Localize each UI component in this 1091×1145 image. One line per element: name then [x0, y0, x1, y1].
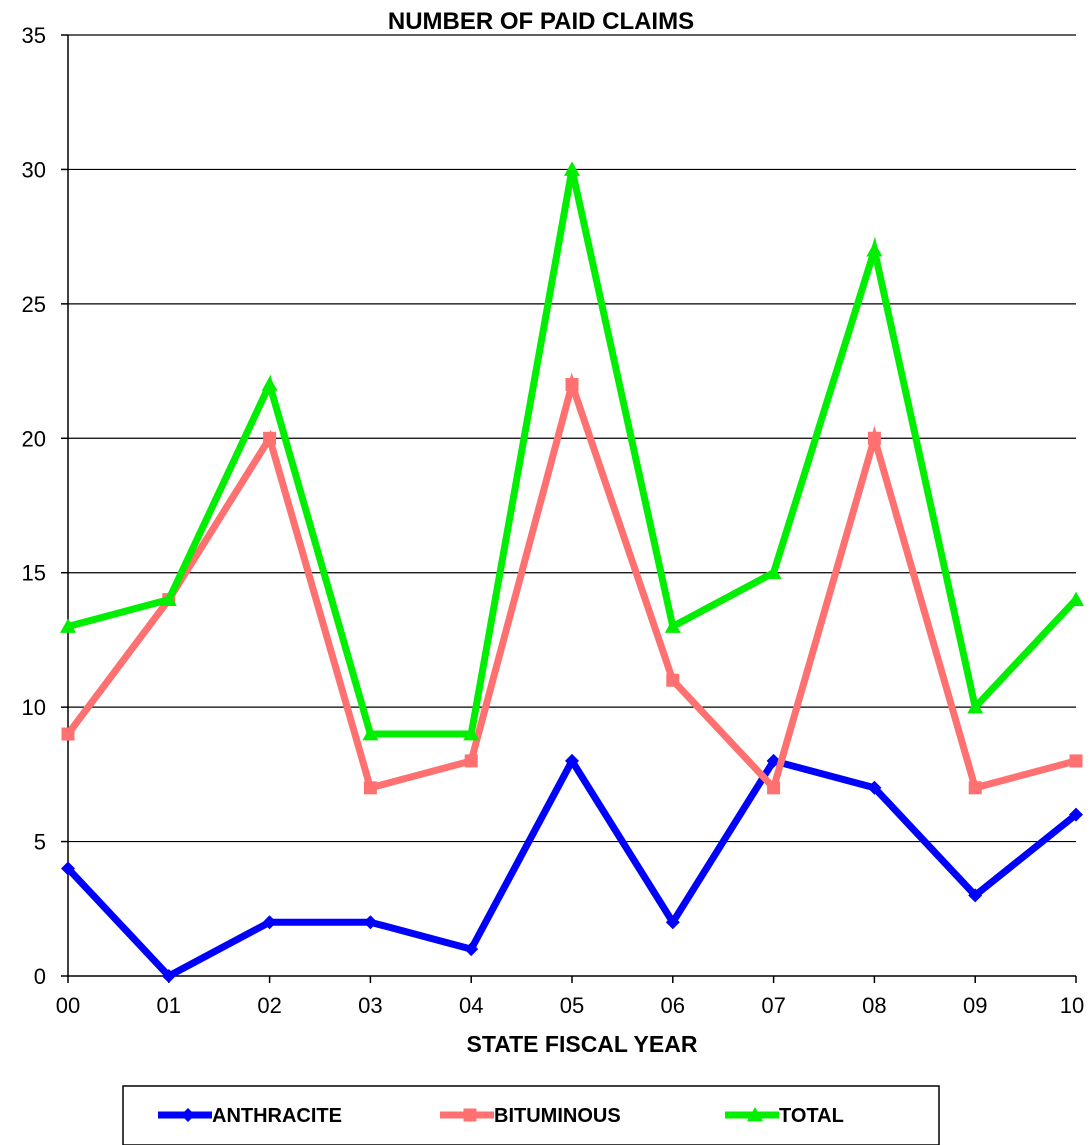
data-point [464, 754, 478, 768]
data-point [362, 726, 379, 741]
data-point [463, 726, 480, 741]
data-point [565, 378, 579, 392]
data-point [1069, 754, 1083, 768]
y-tick-label: 25 [22, 292, 46, 317]
y-tick-label: 15 [22, 561, 46, 586]
data-point [564, 161, 580, 176]
data-point [867, 431, 881, 445]
x-tick-label: 10 [1060, 993, 1084, 1018]
legend-item-bituminous: BITUMINOUS [440, 1105, 621, 1127]
data-point [565, 753, 579, 768]
series-line [65, 372, 1077, 795]
series-lines [60, 161, 1084, 983]
axes [61, 34, 1077, 983]
x-tick-label: 01 [157, 993, 181, 1018]
legend-label: ANTHRACITE [212, 1105, 342, 1127]
series-bituminous [61, 372, 1083, 795]
x-axis-label: STATE FISCAL YEAR [467, 1031, 698, 1057]
series-line [67, 168, 1079, 738]
legend-marker [463, 1108, 477, 1122]
x-tick-label: 02 [257, 993, 281, 1018]
data-point [60, 618, 76, 633]
legend-marker [747, 1107, 763, 1122]
data-point [61, 861, 75, 876]
x-tick-label: 09 [963, 993, 987, 1018]
legend-marker [181, 1108, 195, 1122]
series-total [60, 161, 1084, 741]
legend-item-total: TOTAL [725, 1105, 844, 1127]
data-point [967, 699, 984, 714]
x-tick-label: 08 [862, 993, 886, 1018]
data-point [363, 915, 378, 930]
data-point [866, 242, 883, 257]
x-tick-label: 07 [761, 993, 785, 1018]
y-axis-tick-labels: 0 5 10 15 20 25 30 35 [22, 23, 46, 989]
legend-box [122, 1085, 940, 1145]
data-point [664, 618, 681, 633]
legend-item-anthracite: ANTHRACITE [158, 1105, 342, 1127]
gridlines [68, 34, 1076, 843]
data-point [161, 969, 176, 983]
data-point [666, 673, 680, 687]
data-point [1069, 807, 1083, 822]
x-tick-label: 05 [560, 993, 584, 1018]
legend-label: TOTAL [779, 1105, 844, 1127]
data-point [160, 591, 177, 606]
data-point [968, 888, 983, 903]
series-anthracite [61, 753, 1083, 983]
data-point [261, 376, 278, 391]
legend-label: BITUMINOUS [494, 1105, 621, 1127]
x-tick-label: 04 [459, 993, 483, 1018]
data-point [262, 915, 277, 930]
data-point [767, 781, 781, 795]
data-point [867, 780, 882, 795]
data-point [263, 431, 277, 445]
data-point [363, 781, 377, 795]
y-tick-label: 30 [22, 157, 46, 182]
y-tick-label: 35 [22, 23, 46, 48]
data-point [61, 727, 75, 741]
x-tick-label: 00 [56, 993, 80, 1018]
data-point [1068, 591, 1084, 606]
data-point [765, 564, 782, 580]
data-point [968, 781, 982, 795]
y-tick-label: 5 [34, 830, 46, 855]
y-tick-label: 10 [22, 695, 46, 720]
legend: ANTHRACITE BITUMINOUS TOTAL [122, 1085, 940, 1145]
data-point [665, 915, 680, 930]
y-tick-label: 0 [34, 964, 46, 989]
x-tick-label: 03 [358, 993, 382, 1018]
series-line [65, 753, 1079, 981]
chart-title: NUMBER OF PAID CLAIMS [388, 8, 694, 35]
x-tick-label: 06 [661, 993, 685, 1018]
y-tick-label: 20 [22, 426, 46, 451]
x-axis-tick-labels: 00 01 02 03 04 05 06 07 08 09 10 [56, 993, 1084, 1018]
data-point [464, 942, 479, 957]
